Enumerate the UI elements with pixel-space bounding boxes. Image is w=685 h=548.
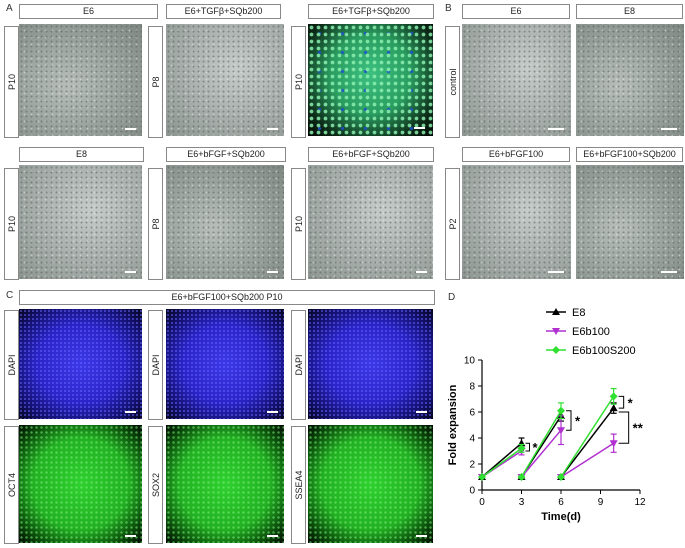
series-e6b100-point bbox=[557, 427, 565, 435]
panel-c-image-dapi-2 bbox=[166, 309, 284, 419]
panel-a-image-bfgf-p8 bbox=[166, 165, 284, 279]
panel-b-column-bfgf100-sqb200: E6+bFGF100+SQb200 bbox=[576, 147, 683, 162]
y-tick-label: 10 bbox=[464, 356, 476, 367]
panel-b-label: B bbox=[445, 3, 452, 14]
series-e6b100s200-point bbox=[609, 392, 618, 401]
panel-c-image-dapi-1 bbox=[19, 309, 142, 419]
series-e8-line bbox=[560, 407, 615, 478]
series-e6b100s200-line bbox=[520, 410, 562, 478]
x-tick-label: 9 bbox=[598, 497, 604, 508]
panel-a-passage-4: P10 bbox=[4, 168, 19, 280]
panel-c-image-dapi-3 bbox=[308, 309, 433, 419]
panel-c-stain-3: DAPI bbox=[291, 310, 306, 420]
panel-c-stain-5: SOX2 bbox=[148, 426, 163, 544]
panel-a-passage-6: P10 bbox=[291, 168, 306, 280]
panel-b-column-bfgf100: E6+bFGF100 bbox=[462, 147, 570, 162]
y-tick-label: 8 bbox=[469, 382, 475, 393]
x-tick-label: 12 bbox=[634, 497, 646, 508]
panel-a-passage-1: P10 bbox=[4, 26, 19, 138]
series-e6b100-line bbox=[520, 429, 562, 478]
panel-a-passage-5: P8 bbox=[148, 168, 163, 280]
significance-marker: * bbox=[628, 395, 634, 410]
panel-a-condition-4: E8 bbox=[19, 147, 144, 162]
panel-a-image-tgfb-p10-fluorescence bbox=[308, 24, 433, 136]
panel-b-row-p2: P2 bbox=[445, 168, 460, 280]
panel-a-image-tgfb-p8 bbox=[166, 24, 284, 136]
panel-a-label: A bbox=[6, 3, 13, 14]
series-e6b100s200-line bbox=[560, 395, 615, 478]
legend-e6b100s200-label: E6b100S200 bbox=[572, 345, 636, 357]
series-e6b100s200-point bbox=[478, 473, 486, 481]
fold-expansion-chart: 0 3 6 9 12 0 2 4 6 8 10 Time(d) Fold expansion E8 E6b1… bbox=[447, 307, 646, 523]
significance-marker: * bbox=[533, 440, 539, 455]
panel-c-image-sox2 bbox=[166, 425, 284, 543]
series-e8-point bbox=[609, 404, 618, 412]
panel-c-stain-6: SSEA4 bbox=[291, 426, 306, 544]
legend-e6b100-label: E6b100 bbox=[572, 326, 610, 338]
panel-c-title: E6+bFGF100+SQb200 P10 bbox=[19, 290, 435, 305]
panel-a-condition-6: E6+bFGF+SQb200 bbox=[308, 147, 434, 162]
panel-a-condition-3: E6+TGFβ+SQb200 bbox=[308, 4, 434, 19]
x-tick-label: 3 bbox=[519, 497, 525, 508]
legend-e6b100-marker bbox=[552, 328, 560, 335]
x-tick-label: 6 bbox=[558, 497, 564, 508]
panel-a-passage-2: P8 bbox=[148, 26, 163, 138]
x-axis-label: Time(d) bbox=[541, 511, 581, 523]
panel-c-image-oct4 bbox=[19, 425, 142, 543]
y-tick-label: 4 bbox=[469, 434, 475, 445]
panel-d-label: D bbox=[448, 292, 456, 303]
panel-b-image-bfgf100-sqb200-p2 bbox=[576, 165, 684, 279]
series-e6b100s200-point bbox=[517, 444, 526, 453]
series-e6b100s200-point bbox=[517, 473, 526, 481]
significance-bracket bbox=[566, 410, 572, 431]
significance-bracket bbox=[618, 411, 630, 444]
panel-a-passage-3: P10 bbox=[291, 26, 306, 138]
legend-e8-label: E8 bbox=[572, 307, 585, 319]
significance-bracket bbox=[618, 395, 625, 409]
panel-a-image-e6-p10 bbox=[19, 24, 142, 136]
panel-a-image-e8-p10 bbox=[19, 165, 142, 279]
panel-a-condition-5: E6+bFGF+SQb200 bbox=[166, 147, 286, 162]
panel-b-image-e8-control bbox=[576, 24, 684, 136]
significance-marker: * bbox=[575, 413, 581, 428]
y-axis-label: Fold expansion bbox=[447, 384, 459, 465]
series-e6b100-line bbox=[560, 442, 615, 478]
significance-marker: ** bbox=[633, 421, 644, 436]
y-tick-label: 0 bbox=[469, 486, 475, 497]
y-tick-label: 6 bbox=[469, 408, 475, 419]
panel-b-row-control: control bbox=[445, 26, 460, 138]
panel-b-image-e6-control bbox=[462, 24, 571, 136]
panel-c-image-ssea4 bbox=[308, 425, 433, 543]
panel-c-label: C bbox=[6, 290, 14, 301]
panel-a-condition-1: E6 bbox=[19, 4, 158, 19]
panel-c-stain-1: DAPI bbox=[4, 310, 19, 420]
legend-e8-marker bbox=[552, 308, 560, 315]
panel-a-image-bfgf-p10 bbox=[308, 165, 433, 279]
significance-bracket bbox=[525, 442, 530, 452]
series-e6b100s200-point bbox=[557, 406, 565, 415]
series-e6b100s200-point bbox=[557, 473, 565, 481]
panel-c-stain-2: DAPI bbox=[148, 310, 163, 420]
legend-e6b100s200-marker bbox=[552, 346, 560, 354]
panel-a-condition-2: E6+TGFβ+SQb200 bbox=[166, 4, 281, 19]
series-e6b100s200-line bbox=[481, 447, 522, 478]
y-tick-label: 2 bbox=[469, 460, 475, 471]
panel-b-column-e6: E6 bbox=[462, 4, 570, 19]
panel-b-image-bfgf100-p2 bbox=[462, 165, 571, 279]
panel-b-column-e8: E8 bbox=[576, 4, 683, 19]
panel-c-stain-4: OCT4 bbox=[4, 426, 19, 544]
x-tick-label: 0 bbox=[479, 497, 485, 508]
series-e6b100-point bbox=[609, 440, 618, 448]
